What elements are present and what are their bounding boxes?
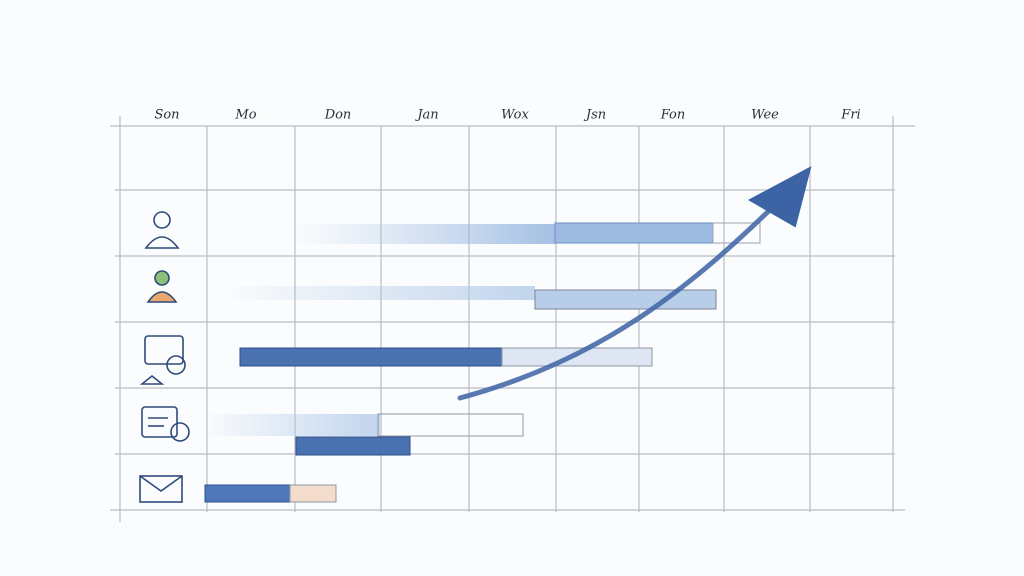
column-label: Mo [234, 108, 256, 123]
column-labels: Son Mo Don Jan Wox Jsn Fon Wee Fri [154, 108, 860, 123]
column-label: Fri [840, 108, 860, 123]
bars [200, 222, 761, 503]
column-label: Wee [751, 108, 779, 123]
column-label: Jan [414, 108, 438, 123]
row-icons [139, 211, 190, 503]
column-label: Don [324, 108, 352, 123]
column-label: Wox [501, 108, 529, 123]
trend-arrow [457, 166, 812, 401]
column-label: Son [154, 108, 179, 123]
column-label: Fon [660, 108, 686, 123]
column-label: Jsn [583, 108, 606, 123]
